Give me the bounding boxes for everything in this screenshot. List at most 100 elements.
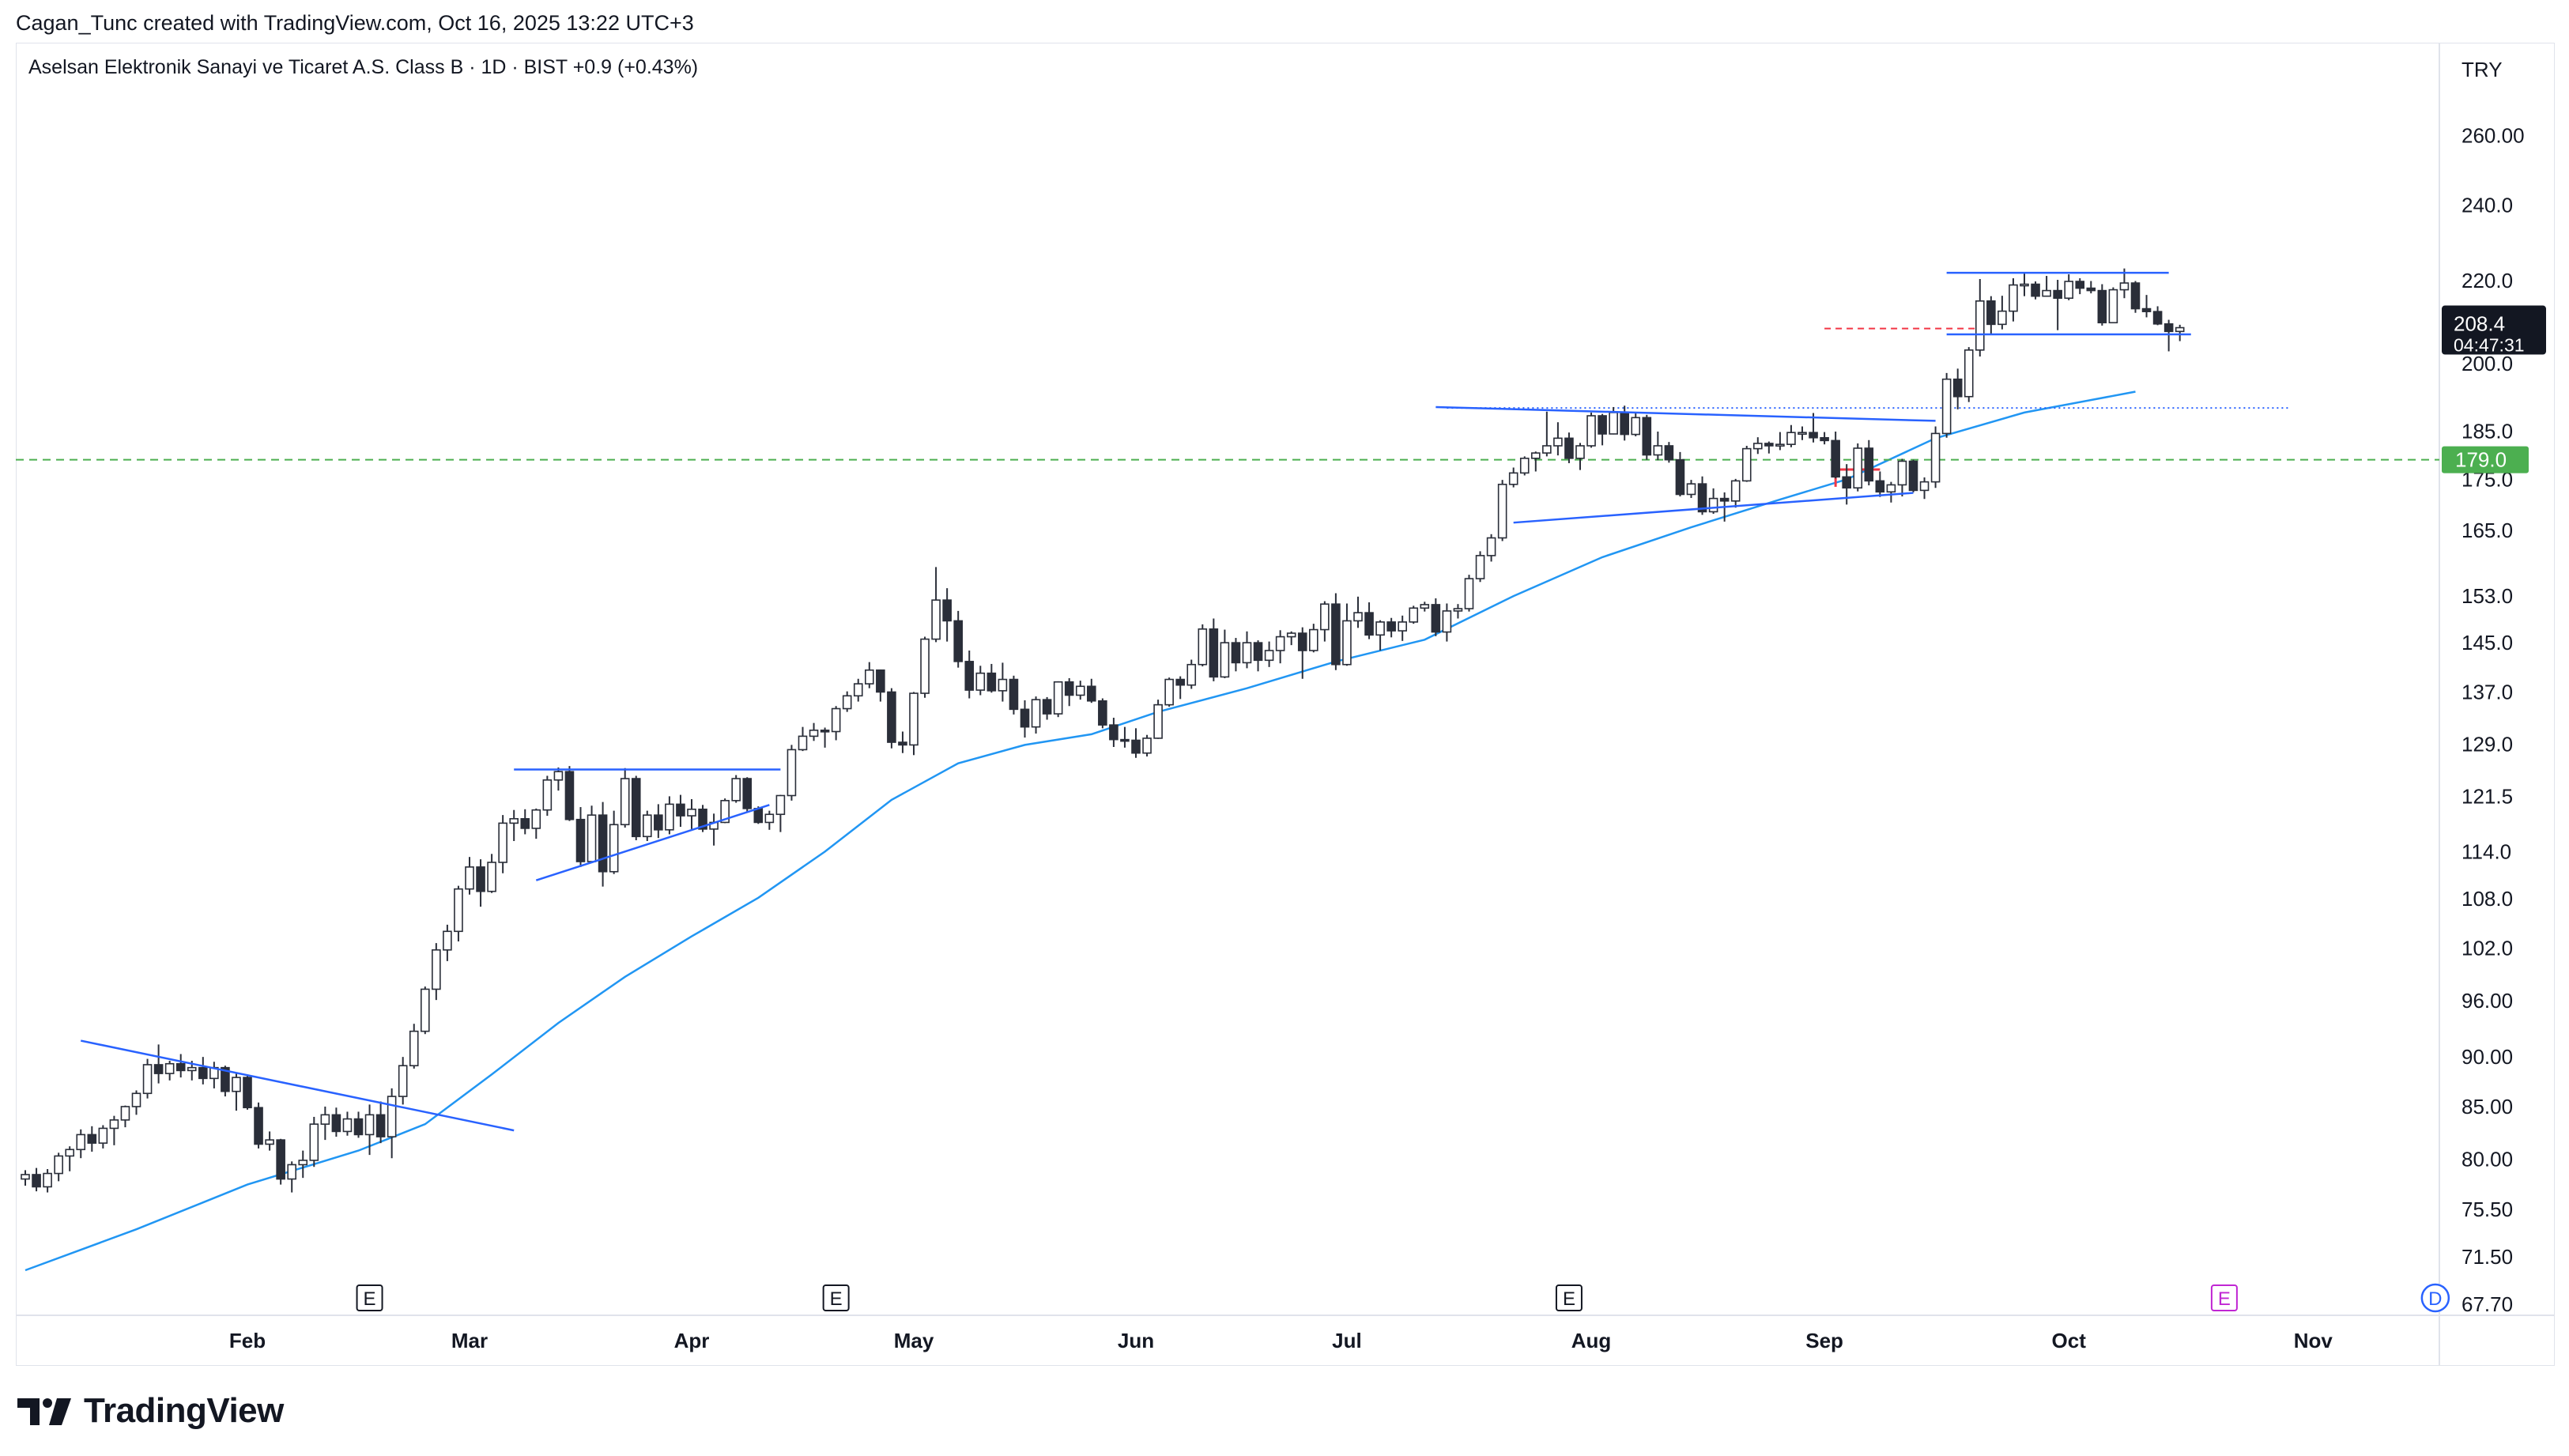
trendline[interactable] (1513, 492, 1914, 524)
candle[interactable] (1220, 629, 1230, 678)
candle[interactable] (1175, 676, 1185, 700)
candle[interactable] (1730, 478, 1741, 508)
candle[interactable] (1497, 480, 1507, 541)
candle[interactable] (942, 588, 952, 642)
candle[interactable] (1586, 412, 1596, 448)
candle[interactable] (1542, 411, 1552, 457)
candle[interactable] (1386, 617, 1396, 638)
candle[interactable] (2075, 278, 2085, 295)
candle[interactable] (742, 777, 753, 812)
candle[interactable] (920, 636, 930, 698)
candle[interactable] (1553, 422, 1563, 456)
candle[interactable] (1464, 575, 1474, 612)
candle[interactable] (787, 745, 797, 801)
candle[interactable] (1519, 456, 1530, 476)
candle[interactable] (65, 1146, 74, 1171)
candle[interactable] (909, 692, 919, 756)
candle[interactable] (265, 1131, 274, 1151)
candle[interactable] (1653, 432, 1663, 461)
candle[interactable] (1087, 678, 1096, 703)
candle[interactable] (353, 1111, 364, 1138)
candle[interactable] (998, 662, 1008, 702)
candle[interactable] (87, 1126, 97, 1152)
candle[interactable] (164, 1061, 175, 1081)
candle[interactable] (2108, 287, 2118, 324)
candle[interactable] (1820, 432, 1829, 445)
candle[interactable] (1664, 442, 1674, 463)
candle[interactable] (709, 813, 719, 846)
candle[interactable] (809, 722, 819, 741)
candle[interactable] (887, 688, 896, 749)
candle[interactable] (1598, 413, 1607, 446)
candle[interactable] (409, 1024, 419, 1069)
candle[interactable] (175, 1054, 186, 1078)
candle[interactable] (1242, 631, 1252, 669)
level-price-tag[interactable] (2442, 446, 2529, 473)
candle[interactable] (1853, 443, 1863, 492)
trendline[interactable] (80, 1039, 515, 1132)
currency-label[interactable]: TRY (2461, 58, 2503, 81)
earnings-marker[interactable]: E (822, 1284, 850, 1311)
candle[interactable] (1209, 618, 1219, 681)
candle[interactable] (1486, 534, 1496, 562)
last-price-tag[interactable] (2442, 305, 2546, 355)
candle[interactable] (1275, 630, 1285, 664)
candle[interactable] (432, 943, 441, 1001)
candle[interactable] (1020, 700, 1030, 738)
trendline[interactable] (535, 804, 770, 881)
candle[interactable] (1198, 624, 1208, 667)
earnings-marker[interactable]: E (2210, 1284, 2238, 1311)
candle[interactable] (1342, 603, 1352, 666)
candle[interactable] (387, 1088, 397, 1159)
candle[interactable] (687, 799, 696, 829)
candle[interactable] (609, 810, 619, 874)
candle[interactable] (1764, 441, 1774, 454)
candle[interactable] (2042, 276, 2051, 297)
candle[interactable] (631, 775, 641, 841)
candle[interactable] (598, 802, 608, 887)
candle[interactable] (1098, 698, 1107, 729)
candle[interactable] (142, 1058, 153, 1099)
candle[interactable] (520, 809, 530, 835)
candle[interactable] (953, 610, 963, 668)
candle[interactable] (865, 662, 874, 688)
candle[interactable] (364, 1104, 375, 1156)
candle[interactable] (1442, 603, 1452, 642)
candle[interactable] (1786, 424, 1796, 447)
candle[interactable] (1897, 458, 1907, 497)
candle[interactable] (975, 666, 986, 696)
candle[interactable] (443, 924, 452, 961)
candle[interactable] (1453, 604, 1463, 619)
candle[interactable] (2097, 284, 2107, 326)
candle[interactable] (1564, 432, 1574, 463)
candle[interactable] (542, 775, 553, 817)
candle[interactable] (309, 1116, 319, 1167)
tradingview-logo[interactable]: TradingView (17, 1391, 284, 1431)
candle[interactable] (1741, 445, 1752, 482)
candle[interactable] (1997, 296, 2007, 330)
candle[interactable] (775, 794, 786, 832)
candle[interactable] (986, 663, 997, 693)
candle[interactable] (1886, 481, 1896, 503)
candle[interactable] (1053, 681, 1063, 718)
candle[interactable] (243, 1074, 252, 1110)
candle[interactable] (1153, 700, 1163, 739)
candle[interactable] (1964, 347, 1974, 402)
candle[interactable] (1398, 615, 1407, 641)
candle[interactable] (1264, 641, 1274, 667)
candle[interactable] (820, 727, 830, 748)
candle[interactable] (1353, 596, 1363, 628)
candle[interactable] (1331, 593, 1341, 670)
candle[interactable] (1930, 426, 1941, 488)
candle[interactable] (1708, 488, 1718, 515)
candle[interactable] (1109, 718, 1119, 747)
candle[interactable] (964, 651, 975, 699)
candle[interactable] (1031, 696, 1041, 734)
candle[interactable] (1286, 631, 1296, 646)
dividend-marker[interactable]: D (2420, 1283, 2450, 1313)
candle[interactable] (1120, 726, 1130, 748)
candle[interactable] (575, 807, 586, 867)
candle[interactable] (2086, 281, 2096, 294)
candle[interactable] (1009, 675, 1019, 715)
